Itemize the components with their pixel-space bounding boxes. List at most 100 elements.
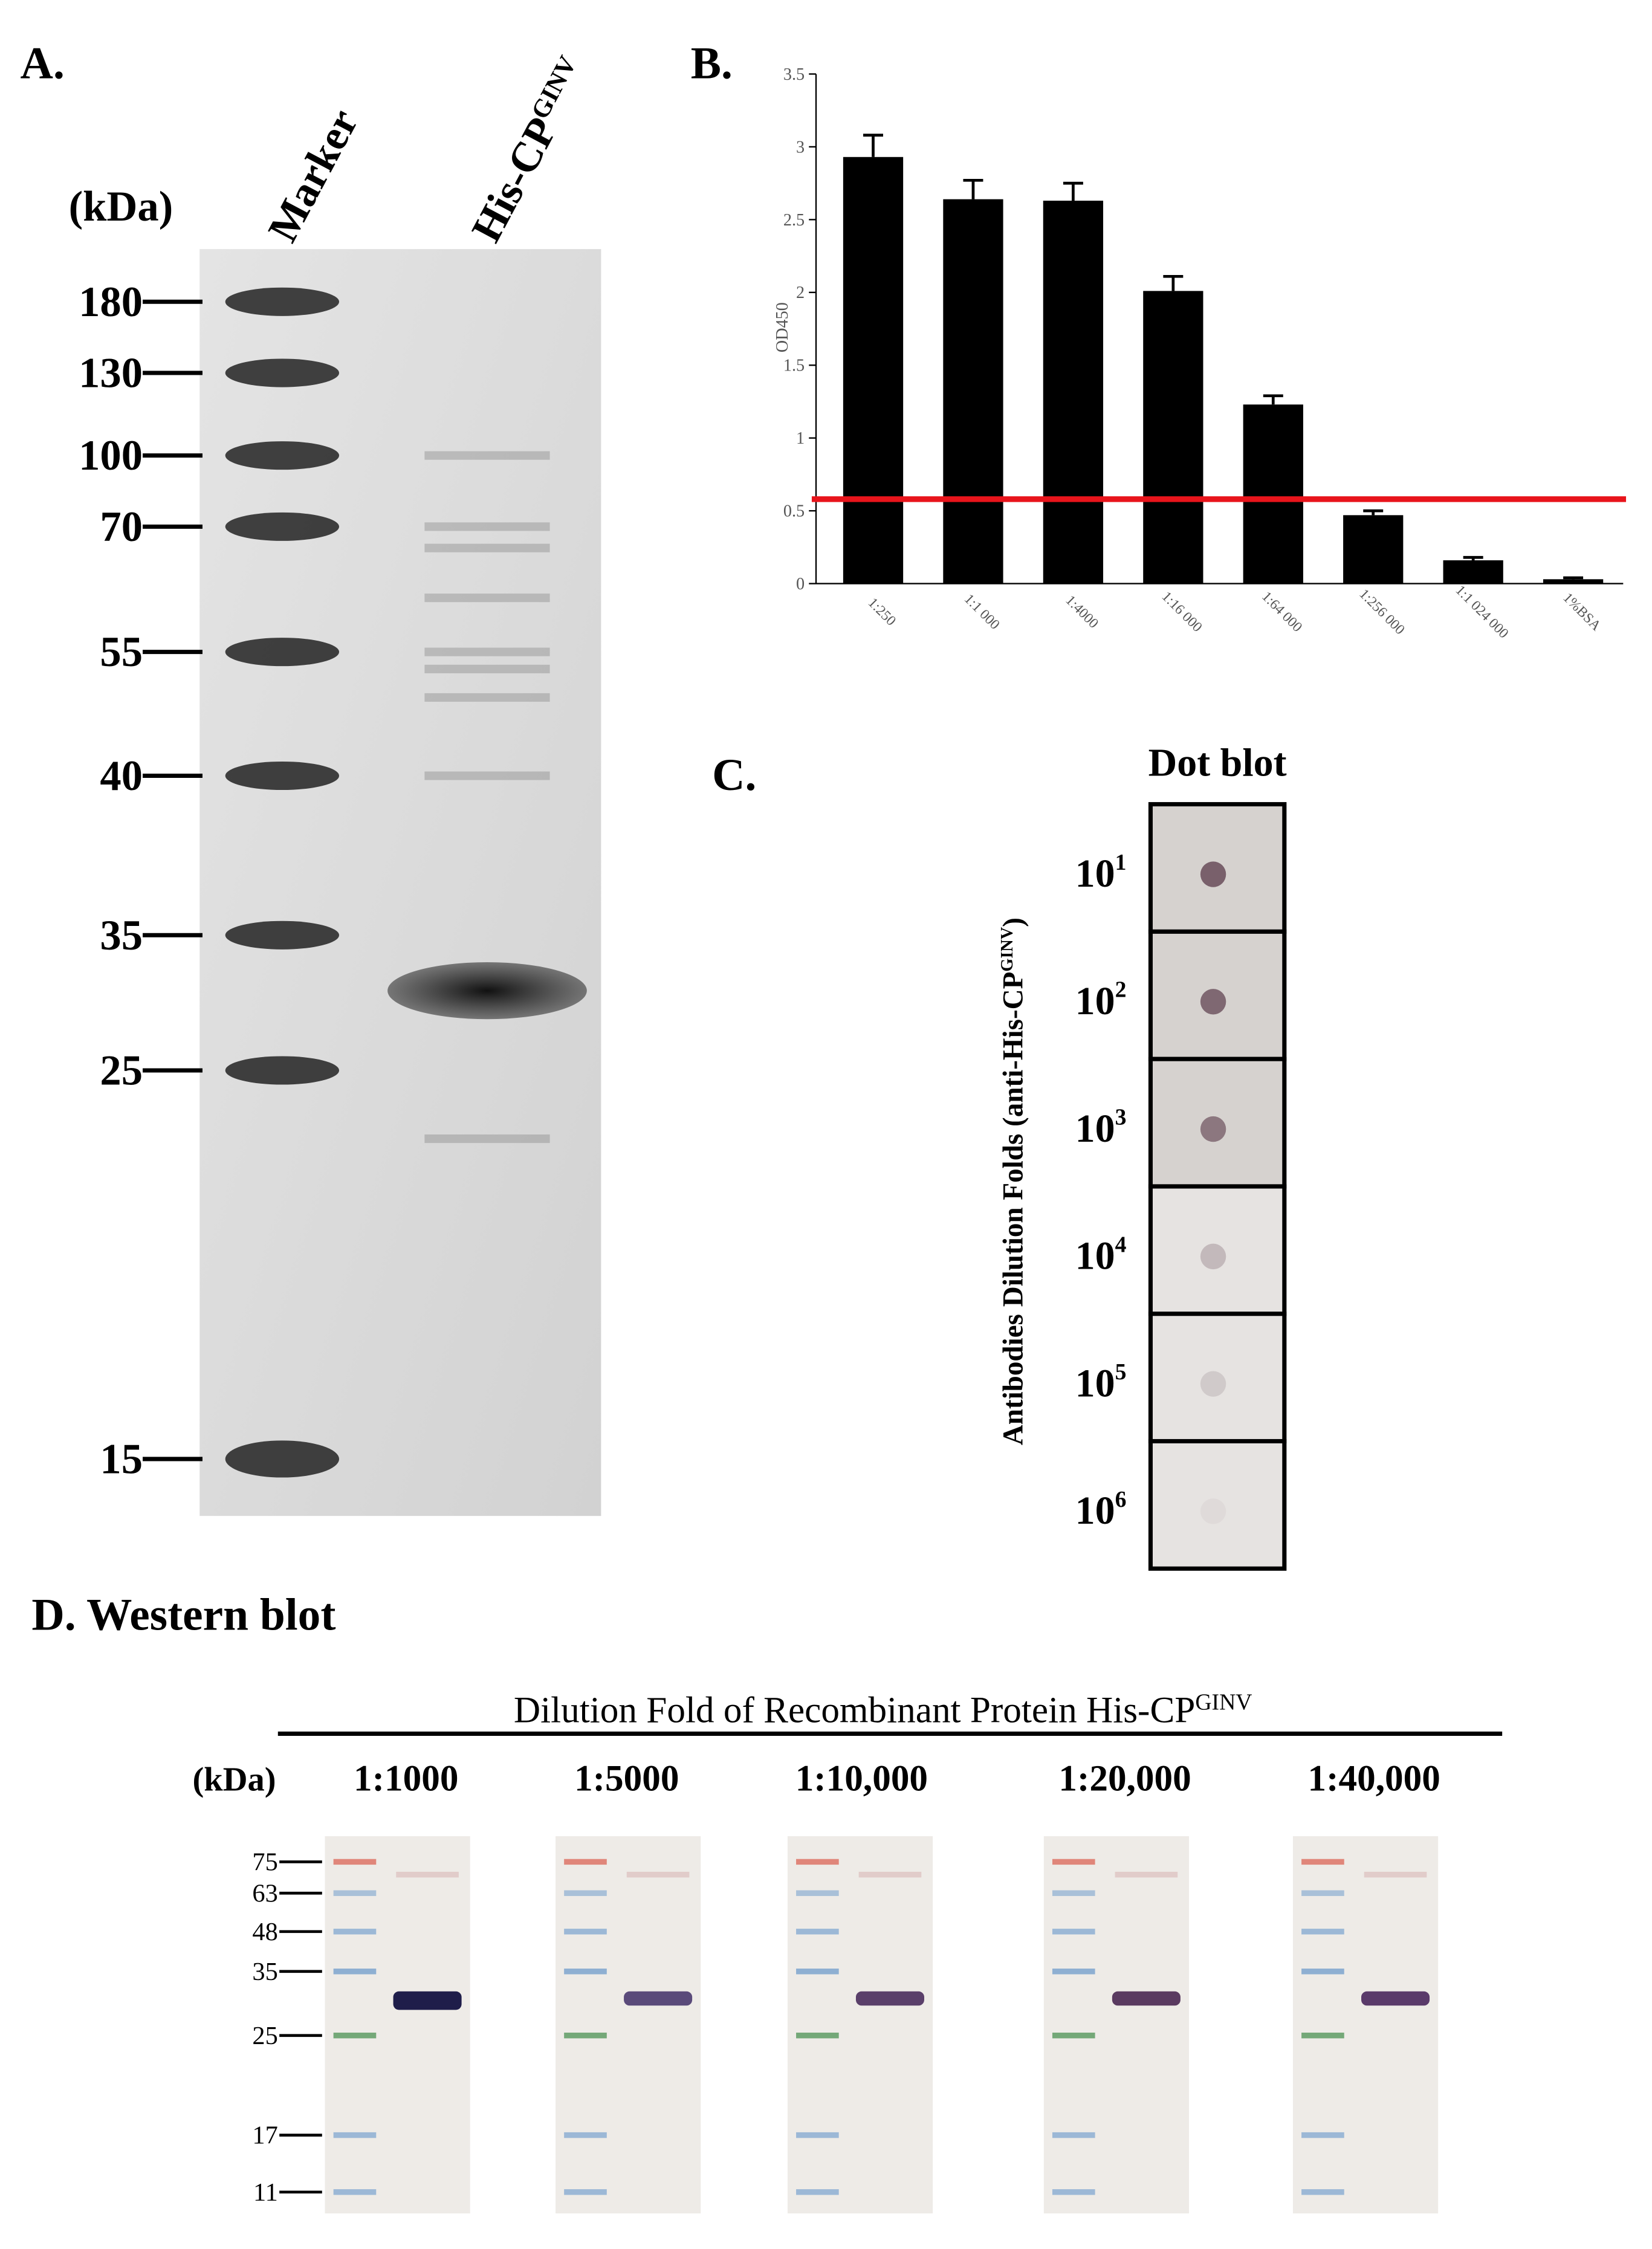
y-tick-label: 3.5 (783, 65, 805, 84)
faint-band (424, 693, 550, 702)
ladder-band (333, 2132, 377, 2138)
bar (1143, 291, 1203, 584)
blot-cell (1148, 1184, 1287, 1316)
ladder-band (564, 2189, 607, 2195)
marker-label: 35 (100, 912, 143, 959)
row-base: 10 (1075, 979, 1115, 1023)
x-tick-label: 1:1 024 000 (1453, 582, 1512, 641)
row-base: 10 (1075, 852, 1115, 896)
ladder-band (1052, 2033, 1095, 2039)
marker-label: 35 (252, 1958, 277, 1986)
row-base: 10 (1075, 1489, 1115, 1533)
marker-label: 100 (79, 432, 143, 479)
ladder-band (564, 1859, 607, 1865)
ladder-band (1052, 1890, 1095, 1896)
ladder-band (796, 2033, 839, 2039)
blot-strip (787, 1836, 933, 2214)
ladder-band (1301, 1890, 1344, 1896)
ladder-band (1052, 1859, 1095, 1865)
sample-band (1112, 1991, 1181, 2006)
marker-label: 70 (100, 503, 143, 551)
lane-label-text: His-CP (462, 110, 566, 250)
sample-band (1361, 1991, 1430, 2006)
gel-a-bands: 180 130 100 70 55 40 35 25 15 (79, 279, 550, 1483)
ladder-band (1301, 1859, 1344, 1865)
faint-band (1364, 1871, 1427, 1878)
row-label: 104 (1075, 1232, 1127, 1278)
row-exponent: 1 (1115, 850, 1127, 875)
row-exponent: 3 (1115, 1105, 1127, 1130)
ladder-band (1301, 2132, 1344, 2138)
ladder-band (1301, 1929, 1344, 1935)
faint-band (396, 1871, 459, 1878)
y-tick-label: 2.5 (783, 211, 805, 230)
marker-band (225, 1440, 340, 1478)
row-exponent: 6 (1115, 1487, 1127, 1512)
row-exponent: 5 (1115, 1359, 1127, 1385)
faint-band (424, 664, 550, 673)
blot-cell (1148, 1438, 1287, 1571)
marker-label: 48 (252, 1918, 277, 1946)
superscript: GINV (1195, 1689, 1252, 1715)
bar (843, 157, 904, 584)
blot-strip (556, 1836, 701, 2214)
superscript: GINV (998, 927, 1017, 971)
protein-band (387, 962, 587, 1020)
dot (1200, 989, 1226, 1015)
x-tick-label: 1:64 000 (1258, 589, 1305, 635)
faint-band (626, 1871, 690, 1878)
blot-cell (1148, 1312, 1287, 1444)
ladder-band (796, 1859, 839, 1865)
y-tick-label: 1.5 (783, 357, 805, 375)
blot-strip (325, 1836, 470, 2214)
sample-band (393, 1991, 462, 2010)
bar (1443, 560, 1503, 584)
marker-label: 25 (100, 1047, 143, 1095)
marker-band (225, 921, 340, 950)
marker-band (225, 287, 340, 316)
bar (1043, 201, 1104, 584)
panel-label: C. (712, 750, 756, 800)
superscript: GINV (526, 51, 583, 124)
marker-label: 55 (100, 629, 143, 676)
ladder-band (796, 1969, 839, 1975)
y-axis-title: Antibodies Dilution Folds (anti-His-CPGI… (997, 917, 1029, 1445)
dot (1200, 1498, 1226, 1524)
x-tick-label: 1:250 (865, 595, 899, 629)
x-tick-label: 1:16 000 (1159, 589, 1205, 635)
marker-label: 130 (79, 350, 143, 397)
y-tick-label: 3 (796, 138, 805, 157)
row-base: 10 (1075, 1361, 1115, 1405)
row-label: 103 (1075, 1105, 1127, 1151)
ladder-band (333, 2033, 377, 2039)
chart: 0 0.5 1 1.5 2 2.5 3 3.5 1:250 1:1 000 1:4000 1:16 0… (783, 65, 1627, 641)
error-bar (1463, 555, 1483, 561)
dilution-label: 1:1000 (354, 1758, 458, 1799)
ladder-band (1301, 2189, 1344, 2195)
dilution-label: 1:5000 (574, 1758, 679, 1799)
dot (1200, 1371, 1226, 1397)
x-tick-label: 1%BSA (1560, 590, 1604, 634)
row-exponent: 4 (1115, 1232, 1127, 1257)
faint-band (1115, 1871, 1178, 1878)
ladder-band (564, 2132, 607, 2138)
ladder-band (796, 2132, 839, 2138)
blot-strip (1043, 1836, 1190, 2214)
ladder-band (1052, 1929, 1095, 1935)
sample-band (624, 1991, 693, 2006)
marker-band (225, 441, 340, 470)
panel-label: A. (21, 39, 65, 89)
y-tick-label: 1 (796, 429, 805, 448)
faint-band (424, 594, 550, 603)
lane-label: Marker (259, 102, 368, 249)
ladder-band (796, 1890, 839, 1896)
row-label: 101 (1075, 850, 1127, 896)
panel-label: B. (691, 39, 733, 89)
panel-title: Dot blot (1148, 741, 1287, 785)
ladder-band (333, 1929, 377, 1935)
ladder-band (1052, 2132, 1095, 2138)
error-bar (1363, 509, 1384, 516)
